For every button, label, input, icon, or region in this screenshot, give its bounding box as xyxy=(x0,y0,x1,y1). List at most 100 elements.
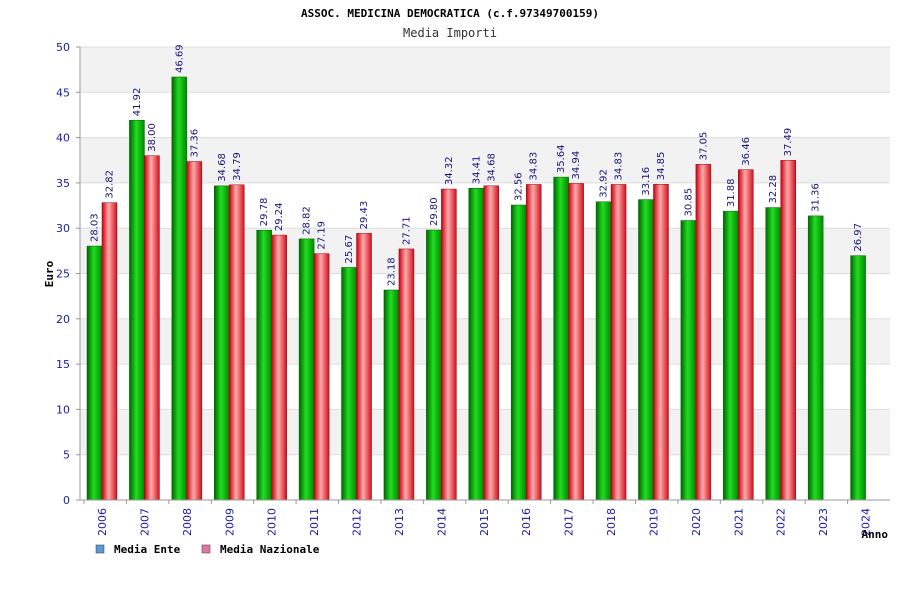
legend-label-ente: Media Ente xyxy=(114,543,181,556)
data-label-media-ente: 23.18 xyxy=(386,257,397,286)
bar-media-nazionale xyxy=(101,202,118,501)
data-label-media-nazionale: 29.43 xyxy=(359,201,370,230)
bar-media-nazionale xyxy=(313,253,330,501)
y-axis-title: Euro xyxy=(43,260,56,287)
x-tick-label: 2021 xyxy=(732,508,745,536)
y-axis-ticks: 0 5 10 15 20 25 30 35 40 45 50 xyxy=(56,41,80,507)
grid-band xyxy=(80,47,890,93)
data-label-media-ente: 30.85 xyxy=(683,188,694,217)
data-label-media-ente: 31.36 xyxy=(811,183,822,212)
data-label-media-ente: 32.28 xyxy=(768,175,779,204)
bar-media-ente xyxy=(86,245,103,501)
data-label-media-ente: 26.97 xyxy=(853,223,864,252)
bar-media-ente xyxy=(850,255,866,501)
data-label-media-ente: 25.67 xyxy=(344,235,355,264)
bar-media-ente xyxy=(129,119,145,501)
chart-title: ASSOC. MEDICINA DEMOCRATICA (c.f.9734970… xyxy=(301,7,599,20)
data-label-media-nazionale: 37.05 xyxy=(698,132,709,161)
bar-media-nazionale xyxy=(229,184,245,501)
bar-media-ente xyxy=(510,204,527,501)
x-tick-label: 2020 xyxy=(690,508,703,536)
data-label-media-ente: 33.16 xyxy=(641,167,652,196)
bar-media-ente xyxy=(214,185,230,501)
legend-swatch-nazionale xyxy=(201,544,211,554)
bar-media-ente xyxy=(298,238,315,501)
x-tick-label: 2009 xyxy=(223,508,236,536)
bar-media-ente xyxy=(426,229,442,501)
x-tick-label: 2013 xyxy=(393,508,406,536)
bar-media-ente xyxy=(638,199,654,501)
x-tick-label: 2012 xyxy=(351,508,364,536)
x-tick-label: 2008 xyxy=(181,508,194,536)
bar-media-ente xyxy=(723,210,739,501)
bar-media-ente xyxy=(807,215,824,501)
x-tick-label: 2019 xyxy=(647,508,660,536)
bar-media-nazionale xyxy=(653,184,669,501)
bar-media-nazionale xyxy=(271,234,287,501)
x-tick-label: 2014 xyxy=(435,508,448,536)
grid-band xyxy=(80,92,890,138)
bar-media-nazionale xyxy=(695,164,712,501)
bar-media-nazionale xyxy=(610,184,627,501)
x-tick-label: 2017 xyxy=(563,508,576,536)
x-tick-label: 2022 xyxy=(775,508,788,536)
data-label-media-nazionale: 29.24 xyxy=(274,202,285,231)
bar-media-nazionale xyxy=(525,184,542,501)
y-tick-label: 50 xyxy=(56,41,70,54)
bar-media-nazionale xyxy=(738,169,754,501)
bar-media-ente xyxy=(595,201,612,501)
data-label-media-ente: 29.78 xyxy=(259,198,270,227)
x-tick-label: 2024 xyxy=(860,508,873,536)
legend-swatch-ente xyxy=(95,544,105,554)
data-label-media-nazionale: 36.46 xyxy=(741,137,752,166)
y-tick-label: 35 xyxy=(56,177,70,190)
data-label-media-ente: 32.56 xyxy=(514,172,525,201)
x-tick-label: 2016 xyxy=(520,508,533,536)
bar-media-nazionale xyxy=(780,160,796,501)
data-label-media-ente: 29.80 xyxy=(429,197,440,226)
x-tick-label: 2023 xyxy=(817,508,830,536)
bar-media-ente xyxy=(553,176,569,501)
data-label-media-ente: 34.41 xyxy=(471,156,482,185)
data-label-media-nazionale: 27.19 xyxy=(317,221,328,250)
bar-media-nazionale xyxy=(441,188,457,501)
x-tick-label: 2011 xyxy=(308,508,321,536)
bar-media-ente xyxy=(383,289,400,501)
bar-media-nazionale xyxy=(356,233,372,501)
x-tick-label: 2006 xyxy=(96,508,109,536)
data-label-media-nazionale: 34.94 xyxy=(571,151,582,180)
bar-media-ente xyxy=(341,267,357,501)
x-tick-label: 2007 xyxy=(138,508,151,536)
bar-media-ente xyxy=(256,229,272,501)
y-tick-label: 10 xyxy=(56,403,70,416)
bar-media-ente xyxy=(765,207,781,501)
bars xyxy=(86,76,866,501)
y-tick-label: 20 xyxy=(56,313,70,326)
bar-media-ente xyxy=(171,76,188,501)
data-label-media-ente: 46.69 xyxy=(174,44,185,73)
data-label-media-nazionale: 37.49 xyxy=(783,128,794,157)
data-label-media-ente: 28.03 xyxy=(90,213,101,242)
data-label-media-nazionale: 27.71 xyxy=(401,216,412,245)
data-label-media-ente: 34.68 xyxy=(217,153,228,182)
y-tick-label: 15 xyxy=(56,358,70,371)
y-tick-label: 25 xyxy=(56,268,70,281)
data-label-media-nazionale: 34.79 xyxy=(232,152,243,181)
grid-band xyxy=(80,137,890,183)
data-label-media-nazionale: 34.32 xyxy=(444,156,455,185)
x-tick-label: 2018 xyxy=(605,508,618,536)
data-label-media-nazionale: 34.68 xyxy=(486,153,497,182)
data-label-media-nazionale: 32.82 xyxy=(105,170,116,199)
x-axis-ticks: 2006 2007 2008 2009 2010 2011 2012 2013 2014 2015… xyxy=(83,500,873,536)
data-labels: 28.03 32.82 41.92 38.00 46.69 37.36 34.68 34.79… xyxy=(90,44,865,286)
bar-media-nazionale xyxy=(144,155,160,501)
data-label-media-ente: 32.92 xyxy=(599,169,610,198)
legend: Media Ente Media Nazionale xyxy=(95,543,320,556)
x-tick-label: 2010 xyxy=(266,508,279,536)
bar-media-nazionale xyxy=(186,161,203,501)
y-tick-label: 45 xyxy=(56,86,70,99)
y-tick-label: 40 xyxy=(56,132,70,145)
bar-media-ente xyxy=(680,220,697,501)
chart-subtitle: Media Importi xyxy=(403,26,497,40)
